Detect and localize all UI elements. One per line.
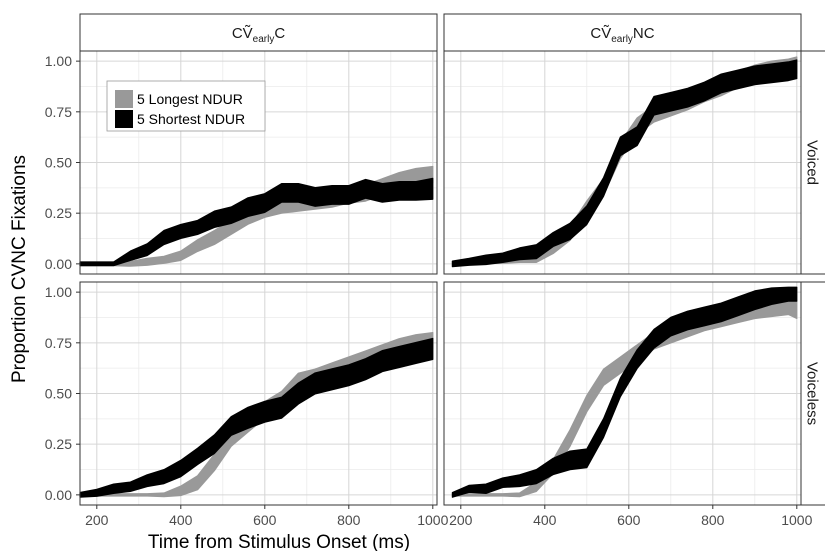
facet-strip-top: [443, 13, 802, 52]
y-tick-label: 0.50: [45, 386, 72, 402]
y-tick-label: 0.25: [45, 205, 72, 221]
x-tick-label: 1000: [781, 512, 812, 528]
facet-label-column: CṼearlyC: [232, 25, 286, 45]
y-tick-label: 1.00: [45, 284, 72, 300]
y-tick-label: 0.00: [45, 487, 72, 503]
series-ribbon-shortest: [451, 59, 798, 268]
x-tick-label: 400: [533, 512, 557, 528]
facet-strip-right: [800, 281, 825, 506]
facet-label-column: CṼearlyNC: [590, 25, 654, 45]
legend-box: [106, 80, 266, 132]
x-tick-label: 400: [169, 512, 193, 528]
facet-strip-top: [79, 13, 438, 52]
legend-label: 5 Shortest NDUR: [137, 111, 245, 127]
legend-label: 5 Longest NDUR: [137, 91, 243, 107]
y-tick-label: 0.25: [45, 436, 72, 452]
facet-strip-right: [800, 50, 825, 275]
x-tick-label: 200: [449, 512, 473, 528]
y-tick-label: 0.00: [45, 256, 72, 272]
x-tick-label: 600: [253, 512, 277, 528]
legend-key-shortest: [115, 110, 133, 128]
x-tick-label: 600: [617, 512, 641, 528]
y-tick-label: 0.75: [45, 104, 72, 120]
series-ribbon-shortest: [451, 286, 798, 498]
x-tick-label: 200: [85, 512, 109, 528]
facet-label-row: Voiceless: [804, 362, 821, 425]
x-tick-label: 800: [337, 512, 361, 528]
x-tick-label: 800: [701, 512, 725, 528]
y-axis-title: Proportion CVNC Fixations: [9, 155, 30, 383]
x-axis-title: Time from Stimulus Onset (ms): [148, 532, 410, 551]
series-ribbon-shortest: [79, 337, 434, 498]
y-tick-label: 1.00: [45, 53, 72, 69]
y-tick-label: 0.75: [45, 335, 72, 351]
legend: 5 Longest NDUR 5 Shortest NDUR: [106, 80, 266, 132]
facet-label-row: Voiced: [804, 140, 821, 185]
legend-key-longest: [115, 90, 133, 108]
y-tick-label: 0.50: [45, 155, 72, 171]
x-tick-label: 1000: [417, 512, 448, 528]
series-ribbon-shortest: [79, 177, 434, 267]
